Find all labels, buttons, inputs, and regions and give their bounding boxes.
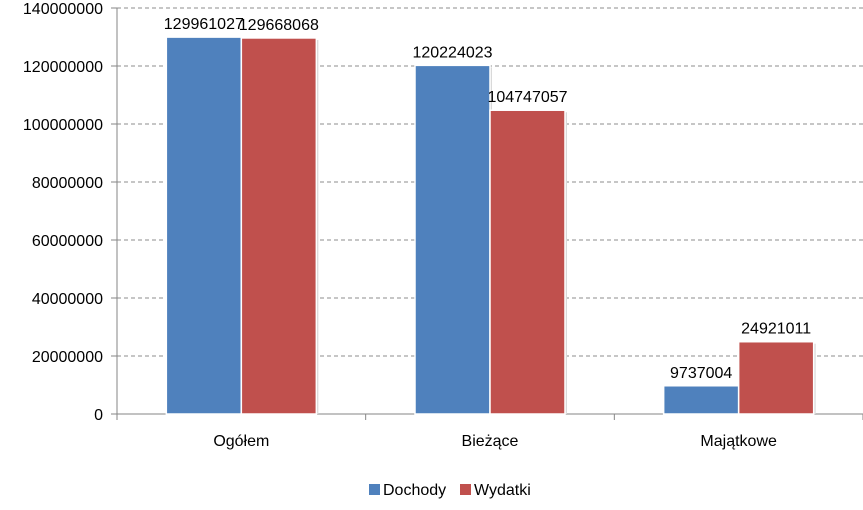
y-tick-label: 0 <box>94 407 103 424</box>
data-label: 129961027 <box>164 16 244 33</box>
x-category-label: Bieżące <box>462 433 519 450</box>
bar-wydatki <box>489 109 566 415</box>
y-tick-label: 80000000 <box>32 175 103 192</box>
y-tick-label: 140000000 <box>23 1 103 18</box>
data-label: 129668068 <box>239 17 319 34</box>
data-label: 104747057 <box>487 89 567 106</box>
y-tick-label: 60000000 <box>32 233 103 250</box>
axes: 0 20000000 40000000 60000000 80000000 1000000… <box>23 1 863 450</box>
bar-dochody <box>165 36 243 415</box>
legend-label: Wydatki <box>474 482 531 499</box>
data-label: 120224023 <box>412 44 492 61</box>
bar-dochody <box>662 385 740 415</box>
data-label: 24921011 <box>741 321 811 338</box>
bar-dochody <box>414 64 491 415</box>
legend: Dochody Wydatki <box>369 482 531 499</box>
bars <box>165 36 816 415</box>
legend-swatch-dochody <box>369 484 380 495</box>
y-tick-label: 100000000 <box>23 117 103 134</box>
x-category-label: Majątkowe <box>700 433 777 450</box>
y-tick-label: 20000000 <box>32 349 103 366</box>
legend-swatch-wydatki <box>460 484 471 495</box>
bar-wydatki <box>737 340 815 415</box>
x-category-label: Ogółem <box>213 433 269 450</box>
legend-label: Dochody <box>383 482 446 499</box>
data-label: 9737004 <box>670 365 732 382</box>
y-tick-label: 120000000 <box>23 59 103 76</box>
bar-wydatki <box>240 37 318 415</box>
y-tick-label: 40000000 <box>32 291 103 308</box>
